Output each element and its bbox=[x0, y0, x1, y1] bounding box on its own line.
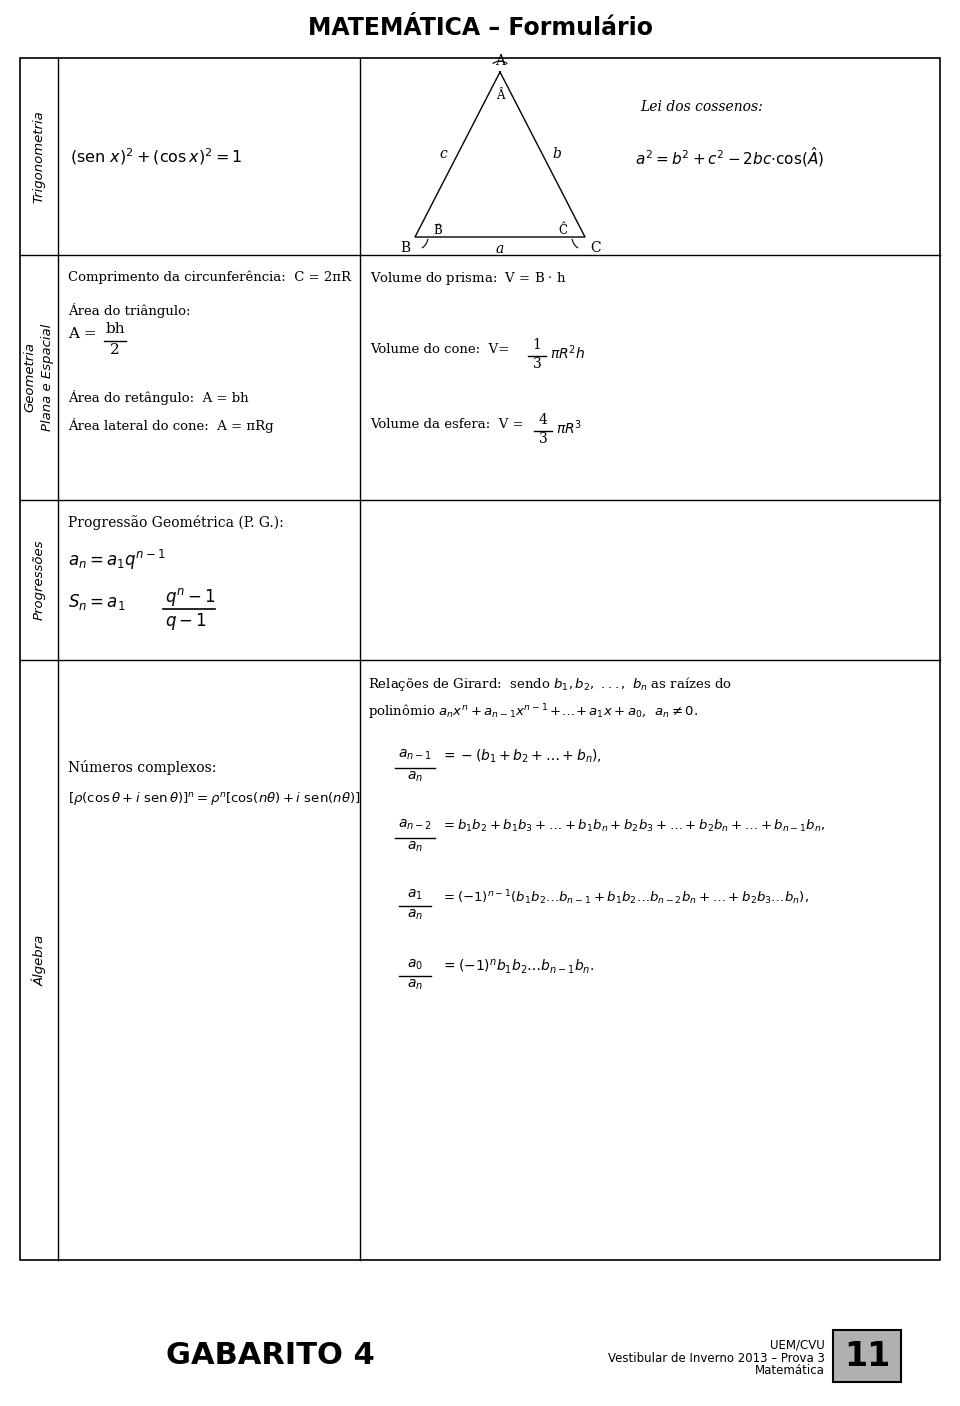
Text: Volume do prisma:  V = B $\cdot$ h: Volume do prisma: V = B $\cdot$ h bbox=[370, 270, 566, 287]
Text: polinômio $a_n x^n + a_{n-1}x^{n-1} + \!\ldots\! + a_1 x + a_0$,  $a_n \neq 0$.: polinômio $a_n x^n + a_{n-1}x^{n-1} + \!… bbox=[368, 702, 698, 721]
Text: 4: 4 bbox=[539, 413, 547, 427]
Text: Área do retângulo:  A = bh: Área do retângulo: A = bh bbox=[68, 389, 249, 405]
Bar bbox=[20, 58, 940, 1260]
Text: $= -(b_1 + b_2 + \ldots + b_n),$: $= -(b_1 + b_2 + \ldots + b_n),$ bbox=[441, 748, 602, 765]
Text: A =: A = bbox=[68, 328, 102, 342]
Text: Volume do cone:  V=: Volume do cone: V= bbox=[370, 343, 509, 356]
Text: $q - 1$: $q - 1$ bbox=[165, 612, 207, 633]
Text: Trigonometria: Trigonometria bbox=[33, 110, 45, 202]
Text: $a_n = a_1 q^{n-1}$: $a_n = a_1 q^{n-1}$ bbox=[68, 548, 166, 572]
Text: Comprimento da circunferência:  C = 2πR: Comprimento da circunferência: C = 2πR bbox=[68, 270, 351, 284]
Text: 1: 1 bbox=[533, 337, 541, 352]
Text: 3: 3 bbox=[533, 357, 541, 371]
Text: Geometria
Plana e Espacial: Geometria Plana e Espacial bbox=[23, 323, 55, 432]
Text: $a_0$: $a_0$ bbox=[407, 957, 423, 973]
Text: Volume da esfera:  V =: Volume da esfera: V = bbox=[370, 418, 523, 432]
Text: $S_n = a_1$: $S_n = a_1$ bbox=[68, 592, 126, 612]
Text: $\pi R^2 h$: $\pi R^2 h$ bbox=[550, 343, 586, 361]
Text: $a_n$: $a_n$ bbox=[407, 979, 423, 993]
Text: B̂: B̂ bbox=[433, 224, 442, 238]
Text: c: c bbox=[440, 148, 447, 162]
Text: Números complexos:: Números complexos: bbox=[68, 761, 216, 775]
Text: $a_n$: $a_n$ bbox=[407, 908, 423, 922]
Text: $= (-1)^n b_1 b_2\ldots b_{n-1} b_n.$: $= (-1)^n b_1 b_2\ldots b_{n-1} b_n.$ bbox=[441, 957, 594, 976]
Text: $a^2 = b^2 + c^2 - 2bc{\cdot}\cos(\hat{A})$: $a^2 = b^2 + c^2 - 2bc{\cdot}\cos(\hat{A… bbox=[635, 145, 824, 169]
Text: $a_{n-2}$: $a_{n-2}$ bbox=[398, 818, 432, 832]
Text: $a_n$: $a_n$ bbox=[407, 770, 423, 785]
Text: $(\mathrm{sen}\ x)^2 + (\cos x)^2 = 1$: $(\mathrm{sen}\ x)^2 + (\cos x)^2 = 1$ bbox=[70, 146, 243, 167]
Text: GABARITO 4: GABARITO 4 bbox=[166, 1340, 374, 1369]
Text: Matemática: Matemática bbox=[756, 1364, 825, 1378]
Text: 2: 2 bbox=[110, 343, 120, 357]
Text: UEM/CVU: UEM/CVU bbox=[770, 1339, 825, 1351]
Text: $a_1$: $a_1$ bbox=[407, 889, 422, 903]
Text: $[\rho(\cos\theta + i\ \mathrm{sen}\,\theta)]^n = \rho^n[\cos(n\theta) + i\ \mat: $[\rho(\cos\theta + i\ \mathrm{sen}\,\th… bbox=[68, 790, 360, 807]
Text: Área do triângulo:: Área do triângulo: bbox=[68, 304, 190, 318]
Text: Área lateral do cone:  A = πRg: Área lateral do cone: A = πRg bbox=[68, 418, 274, 433]
Text: b: b bbox=[552, 148, 561, 162]
Text: Álgebra: Álgebra bbox=[32, 935, 46, 986]
Text: Progressão Geométrica (P. G.):: Progressão Geométrica (P. G.): bbox=[68, 515, 284, 530]
Text: $a_{n-1}$: $a_{n-1}$ bbox=[398, 748, 432, 762]
Text: Vestibular de Inverno 2013 – Prova 3: Vestibular de Inverno 2013 – Prova 3 bbox=[608, 1351, 825, 1364]
Text: C: C bbox=[590, 240, 601, 254]
Text: Â: Â bbox=[495, 89, 504, 103]
Text: Ĉ: Ĉ bbox=[558, 224, 567, 238]
Text: MATEMÁTICA – Formulário: MATEMÁTICA – Formulário bbox=[307, 15, 653, 39]
Text: A: A bbox=[495, 53, 505, 67]
Text: $a_n$: $a_n$ bbox=[407, 839, 423, 855]
Text: B: B bbox=[400, 240, 410, 254]
Text: Progressões: Progressões bbox=[33, 540, 45, 620]
Text: $= (-1)^{n-1}(b_1 b_2\ldots b_{n-1} + b_1 b_2\ldots b_{n-2} b_n + \ldots + b_2 b: $= (-1)^{n-1}(b_1 b_2\ldots b_{n-1} + b_… bbox=[441, 889, 809, 907]
Text: bh: bh bbox=[106, 322, 125, 336]
Text: 11: 11 bbox=[844, 1340, 890, 1372]
Text: $\pi R^3$: $\pi R^3$ bbox=[556, 418, 583, 437]
Text: $= b_1 b_2 + b_1 b_3 + \ldots + b_1 b_n + b_2 b_3 + \ldots + b_2 b_n + \ldots + : $= b_1 b_2 + b_1 b_3 + \ldots + b_1 b_n … bbox=[441, 818, 826, 834]
Text: $q^n - 1$: $q^n - 1$ bbox=[165, 586, 216, 607]
Text: a: a bbox=[496, 242, 504, 256]
Text: Relações de Girard:  sendo $b_1, b_2,\ ...,\ b_n$ as raízes do: Relações de Girard: sendo $b_1, b_2,\ ..… bbox=[368, 675, 732, 693]
Text: Lei dos cossenos:: Lei dos cossenos: bbox=[640, 100, 763, 114]
Text: 3: 3 bbox=[539, 432, 547, 446]
Bar bbox=[833, 1330, 901, 1382]
